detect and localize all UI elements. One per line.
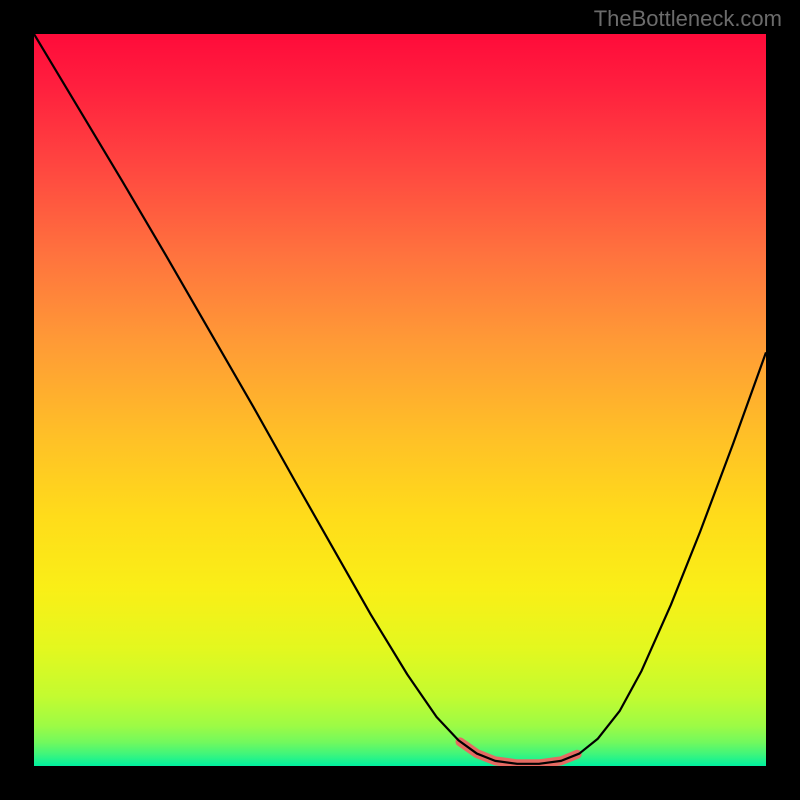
watermark-text: TheBottleneck.com bbox=[594, 6, 782, 32]
chart-background bbox=[34, 34, 766, 766]
bottleneck-curve-chart bbox=[34, 34, 766, 766]
